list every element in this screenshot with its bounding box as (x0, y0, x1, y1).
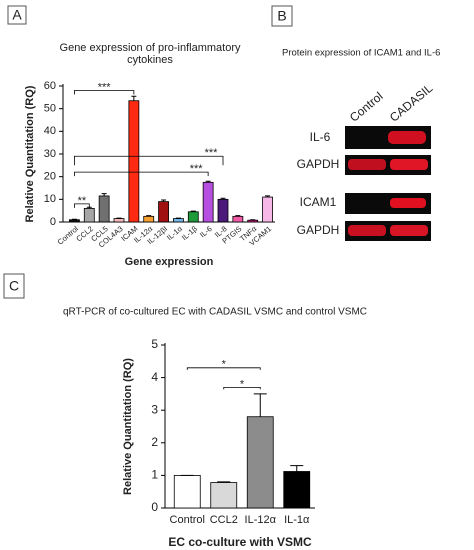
panel-label: A (12, 7, 22, 23)
significance-bracket (74, 90, 135, 95)
y-tick-label: 5 (151, 337, 158, 351)
significance-bracket (74, 203, 90, 208)
significance-label: *** (98, 81, 112, 93)
significance-bracket (223, 386, 261, 390)
error-bar (253, 393, 267, 417)
y-tick-label: 40 (44, 125, 56, 137)
y-tick-label: 30 (44, 148, 56, 160)
significance-bracket (74, 171, 209, 177)
y-tick-label: 10 (44, 193, 56, 205)
band (390, 159, 428, 170)
error-bar (235, 215, 241, 217)
y-tick-label: 50 (44, 103, 56, 115)
chart-subtitle: cytokines (127, 54, 173, 66)
y-tick-label: 4 (151, 370, 158, 384)
bar (232, 215, 244, 223)
bar (69, 219, 80, 223)
y-tick-label: 2 (151, 435, 158, 449)
error-bar (205, 180, 211, 183)
bar (217, 198, 229, 223)
bar (247, 219, 259, 223)
band (390, 198, 426, 208)
error-bar (101, 193, 107, 196)
significance-label: *** (190, 163, 204, 175)
y-axis-label: Relative Quantitation (RQ) (24, 85, 36, 222)
panel-label: C (9, 278, 19, 294)
bar (283, 471, 311, 509)
bar (202, 181, 214, 223)
error-bar (190, 210, 196, 212)
y-tick-label: 60 (44, 80, 56, 92)
bar (83, 207, 95, 223)
panel-label-box (3, 273, 25, 299)
lane-label: CADASIL (387, 81, 436, 125)
x-tick-label: CCL2 (210, 514, 238, 526)
bar (173, 218, 184, 223)
bar (113, 218, 125, 223)
x-tick-label: IL-1α (284, 514, 310, 526)
y-tick-label: 20 (44, 171, 56, 183)
chart-title: Gene expression of pro-inflammatory (60, 42, 241, 54)
error-bar (265, 195, 271, 198)
significance-label: * (240, 378, 245, 390)
bar (210, 482, 238, 509)
y-axis-label: Relative Quantitation (RQ) (122, 358, 134, 495)
bar (98, 195, 110, 223)
blot (345, 126, 431, 241)
x-axis-label: EC co-culture with VSMC (168, 535, 312, 549)
row-label: IL-6 (310, 130, 331, 144)
blot-title: Protein expression of ICAM1 and IL-6 (282, 48, 440, 59)
bar (158, 201, 169, 223)
row-label: GAPDH (297, 223, 340, 237)
panel-label: B (277, 8, 286, 24)
y-tick-label: 1 (151, 468, 158, 482)
band (348, 225, 386, 236)
chart-title: qRT-PCR of co-cultured EC with CADASIL V… (63, 307, 367, 318)
x-axis-label: Gene expression (125, 256, 214, 268)
panel-label-box (271, 5, 293, 27)
bar (246, 416, 274, 509)
significance-label: *** (205, 147, 219, 159)
significance-label: ** (78, 195, 87, 207)
significance-bracket (74, 155, 224, 166)
error-bar (220, 197, 226, 200)
band (388, 131, 426, 144)
bar (173, 474, 201, 509)
x-tick-label: IL-6 (198, 224, 214, 239)
y-tick-label: 0 (50, 216, 56, 228)
lane-label: Control (347, 89, 386, 125)
bar (262, 196, 273, 223)
x-tick-label: IL-12α (245, 514, 277, 526)
x-tick-label: Control (170, 514, 205, 526)
error-bar (131, 95, 137, 101)
bar (143, 215, 155, 223)
significance-bracket (186, 367, 261, 370)
bar (128, 100, 140, 223)
band (390, 225, 428, 236)
error-bar (290, 465, 304, 472)
error-bar (217, 481, 231, 483)
x-tick-label: IL-1β (180, 224, 200, 242)
error-bar (146, 215, 152, 217)
y-tick-label: 3 (151, 402, 158, 416)
row-label: ICAM1 (300, 195, 337, 209)
error-bar (161, 199, 167, 202)
panel-label-box (7, 5, 27, 25)
y-tick-label: 0 (151, 500, 158, 514)
band (348, 159, 386, 170)
significance-label: * (222, 359, 227, 371)
row-label: GAPDH (297, 157, 340, 171)
bar (187, 211, 199, 223)
